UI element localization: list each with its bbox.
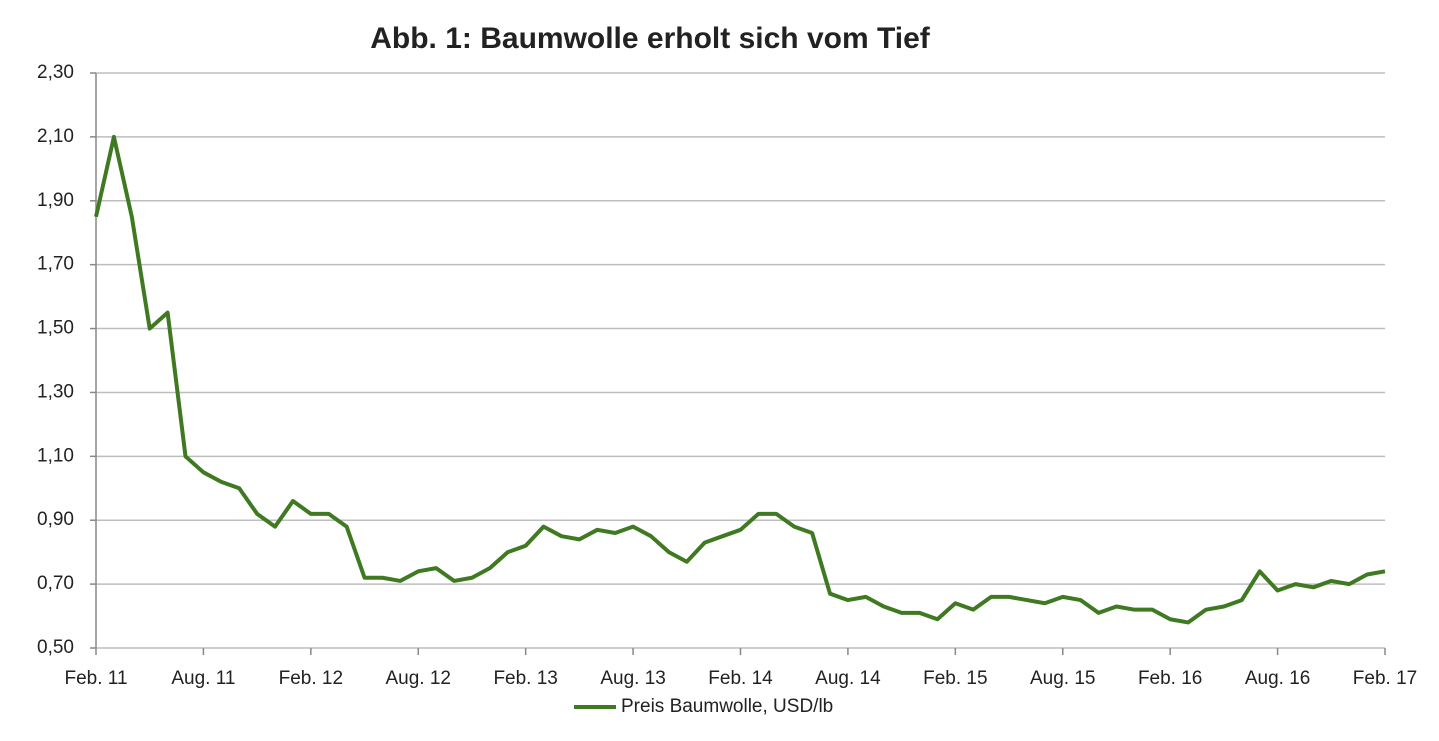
x-tick-label: Aug. 16 <box>1245 668 1311 689</box>
x-tick-label: Feb. 12 <box>279 668 343 689</box>
y-tick-label: 1,10 <box>37 445 74 466</box>
x-tick-label: Aug. 11 <box>171 668 235 689</box>
legend-label: Preis Baumwolle, USD/lb <box>621 696 833 717</box>
y-tick-label: 1,50 <box>37 318 74 339</box>
y-tick-label: 0,50 <box>37 637 74 658</box>
y-tick-label: 2,30 <box>37 62 74 83</box>
x-tick-label: Aug. 12 <box>386 668 452 689</box>
y-tick-label: 1,70 <box>37 254 74 275</box>
x-tick-label: Feb. 11 <box>64 668 127 689</box>
x-tick-label: Feb. 15 <box>923 668 987 689</box>
price-line <box>94 134 1386 625</box>
y-tick-label: 2,10 <box>37 126 74 147</box>
x-tick-label: Aug. 15 <box>1030 668 1096 689</box>
y-tick-label: 0,70 <box>37 573 74 594</box>
x-tick-label: Aug. 13 <box>600 668 666 689</box>
chart-title: Abb. 1: Baumwolle erholt sich vom Tief <box>370 22 931 55</box>
y-tick-label: 1,30 <box>37 381 74 402</box>
x-tick-label: Aug. 14 <box>815 668 881 689</box>
x-tick-label: Feb. 16 <box>1138 668 1202 689</box>
y-tick-label: 0,90 <box>37 509 74 530</box>
y-tick-label: 1,90 <box>37 190 74 211</box>
x-tick-label: Feb. 14 <box>708 668 773 689</box>
x-tick-label: Feb. 13 <box>493 668 557 689</box>
x-tick-label: Feb. 17 <box>1353 668 1417 689</box>
